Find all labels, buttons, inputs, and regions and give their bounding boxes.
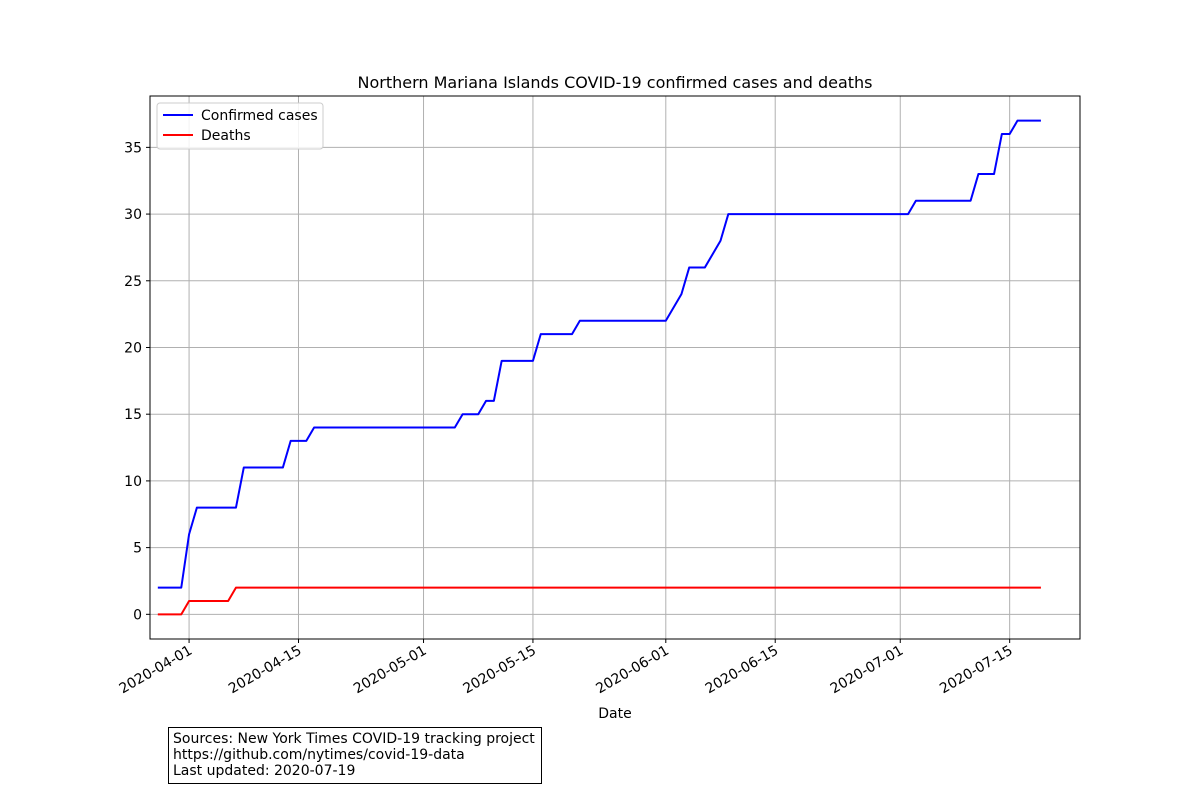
plot-frame xyxy=(149,95,1081,640)
grid xyxy=(150,96,1080,639)
source-note: Sources: New York Times COVID-19 trackin… xyxy=(168,727,542,784)
legend-label: Confirmed cases xyxy=(201,108,318,124)
y-tick-label: 20 xyxy=(124,340,142,356)
y-tick-label: 35 xyxy=(124,140,142,156)
y-tick-label: 5 xyxy=(133,541,142,557)
source-note-line: Last updated: 2020-07-19 xyxy=(173,763,356,779)
y-tick-label: 15 xyxy=(124,407,142,423)
y-tick-label: 0 xyxy=(133,607,142,623)
legend: Confirmed cases Deaths xyxy=(156,102,324,150)
y-tick-label: 25 xyxy=(124,274,142,290)
y-tick-label: 10 xyxy=(124,474,142,490)
series-lines xyxy=(157,119,1041,616)
series-line-deaths xyxy=(157,586,1041,616)
source-note-line: Sources: New York Times COVID-19 trackin… xyxy=(173,731,535,747)
y-tick-label: 30 xyxy=(124,207,142,223)
source-note-line: https://github.com/nytimes/covid-19-data xyxy=(173,747,465,763)
legend-box xyxy=(156,102,324,150)
legend-label: Deaths xyxy=(201,128,251,144)
x-axis-label: Date xyxy=(598,706,631,722)
series-line-confirmed-cases xyxy=(157,119,1041,589)
chart-title: Northern Mariana Islands COVID-19 confir… xyxy=(357,73,872,92)
